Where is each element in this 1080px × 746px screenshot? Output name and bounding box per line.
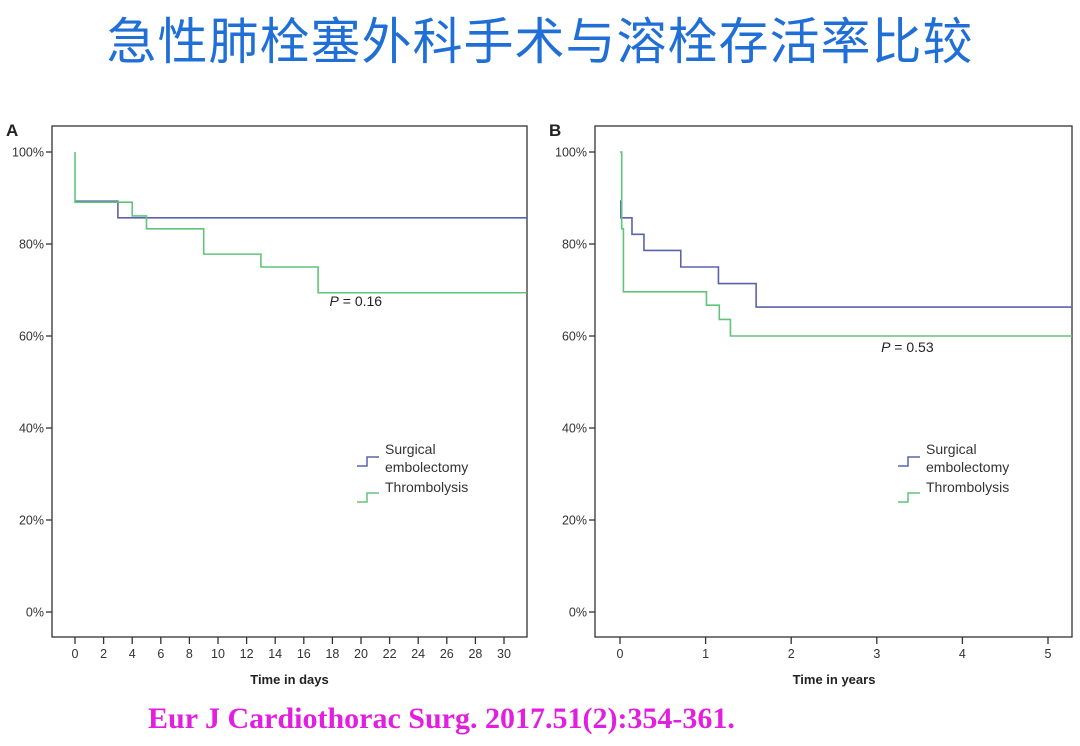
p-value-annotation: P = 0.53	[881, 339, 934, 355]
x-tick-label: 4	[129, 647, 136, 661]
x-tick-label: 12	[240, 647, 254, 661]
x-tick-label: 10	[211, 647, 225, 661]
y-tick-label: 40%	[19, 422, 44, 436]
x-tick-label: 24	[411, 647, 425, 661]
x-tick-label: 18	[325, 647, 339, 661]
chart-panel-a: A0%20%40%60%80%100%0 2 4 6 8 10 12 14 16 18 20 22 24…	[6, 121, 528, 687]
x-axis-label: Time in days	[250, 672, 329, 687]
x-tick-label: 16	[297, 647, 311, 661]
series-line-thrombolysis	[74, 152, 527, 294]
chart-panel-b: B 0% 20% 40% 60% 80% 100% 0 1 2 3 4 5 Time in years P …	[549, 121, 1073, 687]
legend-swatch-thrombolysis	[357, 492, 379, 503]
y-tick-label: 80%	[19, 238, 44, 252]
p-symbol: P	[881, 339, 891, 355]
legend-label: Thrombolysis	[926, 479, 1009, 495]
x-tick-label: 0	[617, 647, 624, 661]
x-tick-label: 28	[468, 647, 482, 661]
legend-label: Thrombolysis	[385, 479, 468, 495]
x-tick-label: 2	[788, 647, 795, 661]
y-tick-label: 80%	[562, 238, 587, 252]
legend-label: Surgical	[385, 441, 436, 457]
y-tick-label: 60%	[19, 330, 44, 344]
y-tick-label: 0%	[26, 606, 44, 620]
x-tick-label: 4	[959, 647, 966, 661]
legend-swatch-surgical	[898, 456, 920, 467]
x-tick-label: 1	[702, 647, 709, 661]
slide-title: 急性肺栓塞外科手术与溶栓存活率比较	[106, 13, 974, 71]
x-tick-label: 30	[497, 647, 511, 661]
x-tick-label: 8	[186, 647, 193, 661]
x-tick-label: 20	[354, 647, 368, 661]
y-tick-label: 40%	[562, 422, 587, 436]
x-tick-label: 2	[100, 647, 107, 661]
legend-label: Surgical	[926, 441, 977, 457]
p-value-annotation: P = 0.16	[330, 293, 383, 309]
citation: Eur J Cardiothorac Surg. 2017.51(2):354-…	[148, 702, 735, 735]
y-tick-label: 60%	[562, 330, 587, 344]
y-tick-label: 100%	[555, 146, 587, 160]
panel-label: A	[6, 121, 18, 140]
series-line-surgical	[620, 200, 1072, 308]
legend-swatch-surgical	[357, 456, 379, 467]
y-tick-label: 100%	[12, 146, 44, 160]
y-tick-label: 20%	[562, 514, 587, 528]
plot-frame	[594, 125, 1073, 638]
x-tick-label: 0	[72, 647, 79, 661]
x-tick-label: 3	[873, 647, 880, 661]
legend-label: embolectomy	[385, 459, 468, 475]
x-axis-label: Time in years	[793, 672, 876, 687]
x-tick-label: 22	[383, 647, 397, 661]
x-tick-label: 6	[157, 647, 164, 661]
series-line-surgical	[75, 200, 527, 219]
p-value: = 0.16	[339, 293, 382, 309]
plot-frame	[51, 125, 528, 638]
x-tick-label: 14	[268, 647, 282, 661]
legend-label: embolectomy	[926, 459, 1009, 475]
y-tick-label: 20%	[19, 514, 44, 528]
legend: Surgical embolectomy Thrombolysis	[898, 441, 1009, 503]
legend: Surgical embolectomy Thrombolysis	[357, 441, 468, 503]
p-symbol: P	[330, 293, 340, 309]
p-value: = 0.53	[890, 339, 933, 355]
series-line-thrombolysis	[620, 151, 1072, 337]
x-tick-label: 26	[440, 647, 454, 661]
x-tick-label: 5	[1045, 647, 1052, 661]
legend-swatch-thrombolysis	[898, 492, 920, 503]
panel-label: B	[549, 121, 561, 140]
y-tick-label: 0%	[569, 606, 587, 620]
